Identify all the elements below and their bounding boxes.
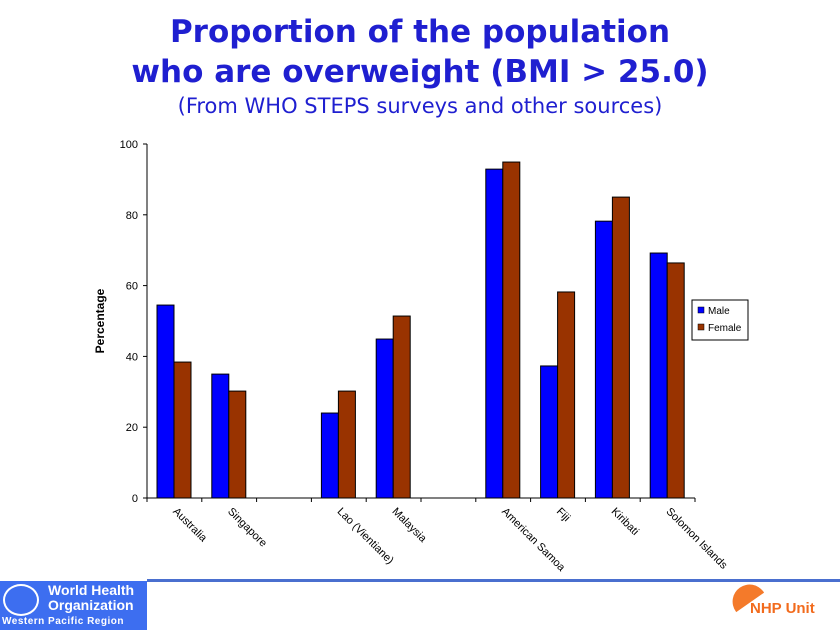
y-tick-label: 60 <box>126 281 138 293</box>
legend-box <box>691 299 749 341</box>
legend-swatch-male <box>697 306 705 314</box>
y-tick-label: 0 <box>132 493 138 505</box>
bar-female <box>173 361 192 499</box>
y-tick-label: 80 <box>126 210 138 222</box>
org-line2: Organization <box>48 597 134 613</box>
bar-female <box>502 161 521 499</box>
org-line1: World Health <box>48 582 135 598</box>
bar-male <box>211 373 230 499</box>
y-tick-label: 100 <box>120 139 138 151</box>
who-emblem-icon <box>3 584 39 616</box>
bar-female <box>337 390 356 499</box>
bar-female <box>392 315 411 499</box>
y-tick-label: 40 <box>126 351 138 363</box>
legend-label-male: Male <box>708 306 730 317</box>
bar-female <box>557 291 576 499</box>
who-logo: World Health Organization Western Pacific… <box>0 581 147 630</box>
x-tick-label: Kiribati <box>609 506 641 538</box>
footer-divider <box>147 579 840 582</box>
bar-male <box>156 304 175 499</box>
bar-male <box>594 220 613 499</box>
bar-female <box>666 262 685 499</box>
bar-female <box>611 196 630 499</box>
x-tick-label: Lao (Vientiane) <box>335 506 396 567</box>
chart-title-line2: who are overweight (BMI > 25.0) <box>131 54 709 90</box>
x-tick-label: Australia <box>170 506 209 545</box>
chart-subtitle: (From WHO STEPS surveys and other source… <box>177 94 663 118</box>
bar-male <box>320 412 339 499</box>
region-label: Western Pacific Region <box>2 616 124 627</box>
y-axis-label: Percentage <box>93 288 107 353</box>
chart-title-line1: Proportion of the population <box>169 14 671 50</box>
bar-male <box>485 168 504 499</box>
x-tick-label: Malaysia <box>389 506 429 546</box>
bar-male <box>375 338 394 499</box>
x-tick-label: Solomon Islands <box>663 506 729 572</box>
legend-swatch-female <box>697 323 705 331</box>
bar-male <box>540 365 559 499</box>
bar-female <box>228 390 247 499</box>
x-tick-label: Fiji <box>554 506 572 524</box>
y-tick-label: 20 <box>126 422 138 434</box>
x-tick-label: Singapore <box>225 506 269 550</box>
nhp-unit-label: NHP Unit <box>750 600 815 617</box>
bar-male <box>649 252 668 499</box>
legend-label-female: Female <box>708 323 742 334</box>
